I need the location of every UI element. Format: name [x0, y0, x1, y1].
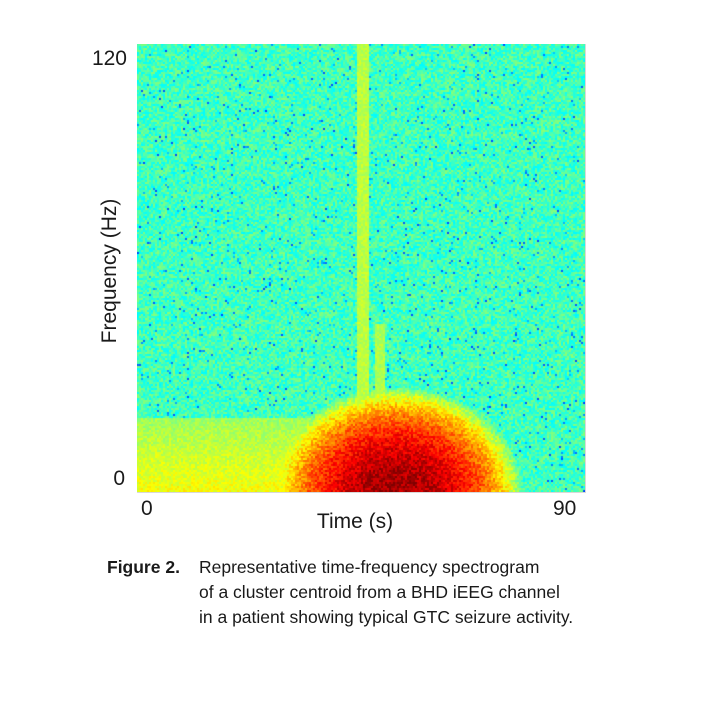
y-axis-label: Frequency (Hz): [98, 198, 121, 344]
caption-line: Representative time-frequency spectrogra…: [199, 557, 540, 577]
caption-line: of a cluster centroid from a BHD iEEG ch…: [199, 582, 560, 602]
figure-caption: Figure 2. Representative time-frequency …: [107, 555, 573, 630]
y-tick-label-max: 120: [91, 47, 127, 70]
y-tick-label-min: 0: [113, 467, 125, 490]
x-tick-label-max: 90: [553, 497, 577, 520]
caption-label: Figure 2.: [107, 557, 180, 577]
caption-body: Representative time-frequency spectrogra…: [199, 555, 573, 630]
spectrogram-heatmap: [137, 44, 586, 493]
caption-line: in a patient showing typical GTC seizure…: [199, 607, 574, 627]
x-axis-label: Time (s): [316, 510, 394, 533]
x-tick-label-min: 0: [141, 497, 153, 520]
